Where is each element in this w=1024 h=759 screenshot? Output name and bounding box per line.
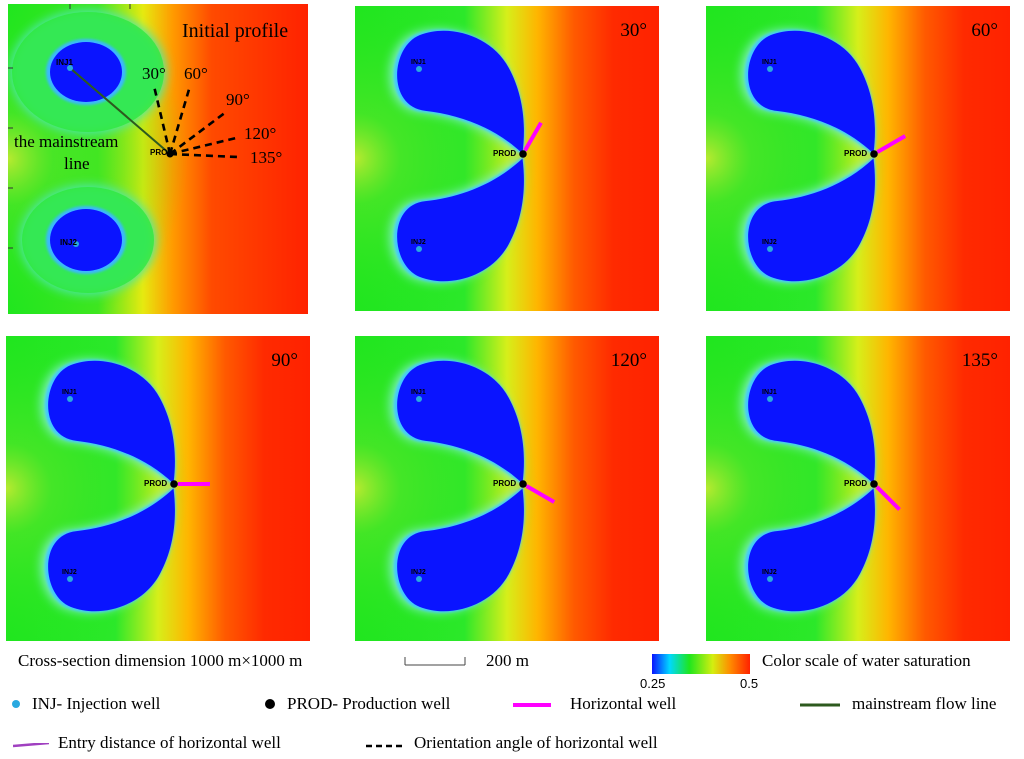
prod-marker: [170, 480, 178, 488]
panel-initial-profile: INJ1 INJ2 PROD Initial profile 30° 60° 9…: [8, 4, 308, 314]
color-scale-max: 0.5: [740, 676, 759, 691]
inj1-label: INJ1: [411, 389, 426, 396]
horizontal-well: [875, 485, 901, 511]
angle-label-30: 30°: [142, 64, 166, 83]
prod-label: PROD: [844, 149, 868, 158]
prod-marker: [870, 480, 878, 488]
saturation-map: [8, 4, 308, 314]
prod-legend-icon: [265, 699, 275, 709]
prod-label: PROD: [844, 479, 868, 488]
saturation-map: [355, 6, 659, 311]
inj1-marker: [767, 66, 773, 72]
inj2-marker: [767, 246, 773, 252]
inj1-label: INJ1: [411, 59, 426, 66]
inj2-label: INJ2: [411, 239, 426, 246]
color-scale-bar: [652, 654, 750, 674]
panel-title: 60°: [971, 20, 998, 41]
inj1-marker: [416, 396, 422, 402]
legend-prod: PROD- Production well: [287, 694, 451, 713]
legend-mainstream: mainstream flow line: [852, 694, 997, 713]
angle-label-120: 120°: [244, 124, 277, 143]
prod-label: PROD: [150, 148, 174, 157]
panel-title: Initial profile: [182, 20, 289, 42]
angle-label-135: 135°: [250, 148, 283, 167]
scale-bar: [404, 657, 466, 666]
prod-marker: [870, 150, 878, 158]
prod-marker: [519, 150, 527, 158]
saturation-map: [706, 336, 1010, 641]
panel-title: 30°: [620, 20, 647, 41]
saturation-map: [6, 336, 310, 641]
water-region-bottom: [50, 209, 122, 271]
inj1-marker: [416, 66, 422, 72]
color-scale-title: Color scale of water saturation: [762, 651, 971, 670]
mainstream-line-label-2: line: [64, 154, 90, 173]
horizontal-well: [523, 121, 543, 152]
saturation-map: [355, 336, 659, 641]
inj2-label: INJ2: [762, 569, 777, 576]
prod-marker: [519, 480, 527, 488]
mainstream-flow-line: [69, 67, 171, 155]
inj2-marker: [416, 246, 422, 252]
orientation-legend-icon: [366, 744, 404, 748]
inj1-label: INJ1: [762, 59, 777, 66]
legend-entry: Entry distance of horizontal well: [58, 733, 281, 752]
prod-label: PROD: [144, 479, 168, 488]
inj2-marker: [73, 241, 79, 247]
prod-label: PROD: [493, 149, 517, 158]
panel-a135: INJ1 INJ2 PROD 135°: [706, 336, 1010, 641]
cross-section-dimension: Cross-section dimension 1000 m×1000 m: [18, 651, 303, 670]
panel-a120: INJ1 INJ2 PROD 120°: [355, 336, 659, 641]
mainstream-line-label: the mainstream: [14, 132, 119, 151]
water-region-top: [50, 42, 122, 102]
color-scale-min: 0.25: [640, 676, 666, 691]
legend-inj: INJ- Injection well: [32, 694, 161, 713]
panel-title: 135°: [961, 350, 998, 371]
inj1-marker: [67, 396, 73, 402]
panel-title: 120°: [610, 350, 647, 371]
inj1-label: INJ1: [62, 389, 77, 396]
inj2-marker: [67, 576, 73, 582]
inj1-marker: [767, 396, 773, 402]
saturation-map: [706, 6, 1010, 311]
panel-title: 90°: [271, 350, 298, 371]
entry-legend-icon: [13, 743, 49, 748]
panel-a30: INJ1 INJ2 PROD 30°: [355, 6, 659, 311]
angle-label-60: 60°: [184, 64, 208, 83]
horizontal-well-legend-icon: [513, 703, 551, 707]
horizontal-well: [876, 134, 907, 154]
inj1-label: INJ1: [56, 58, 73, 67]
inj2-label: INJ2: [411, 569, 426, 576]
inj2-label: INJ2: [62, 569, 77, 576]
angle-label-90: 90°: [226, 90, 250, 109]
prod-label: PROD: [493, 479, 517, 488]
legend-horizontal: Horizontal well: [570, 694, 677, 713]
inj2-marker: [767, 576, 773, 582]
inj2-marker: [416, 576, 422, 582]
inj1-marker: [67, 65, 73, 71]
inj1-label: INJ1: [762, 389, 777, 396]
prod-marker: [166, 150, 174, 158]
panel-a60: INJ1 INJ2 PROD 60°: [706, 6, 1010, 311]
inj2-label: INJ2: [762, 239, 777, 246]
panel-a90: INJ1 INJ2 PROD 90°: [6, 336, 310, 641]
mainstream-legend-icon: [800, 703, 840, 707]
horizontal-well: [525, 484, 556, 504]
inj2-label: INJ2: [60, 238, 77, 247]
scale-bar-label: 200 m: [486, 651, 529, 670]
legend-orientation: Orientation angle of horizontal well: [414, 733, 658, 752]
inj-legend-icon: [12, 700, 20, 708]
